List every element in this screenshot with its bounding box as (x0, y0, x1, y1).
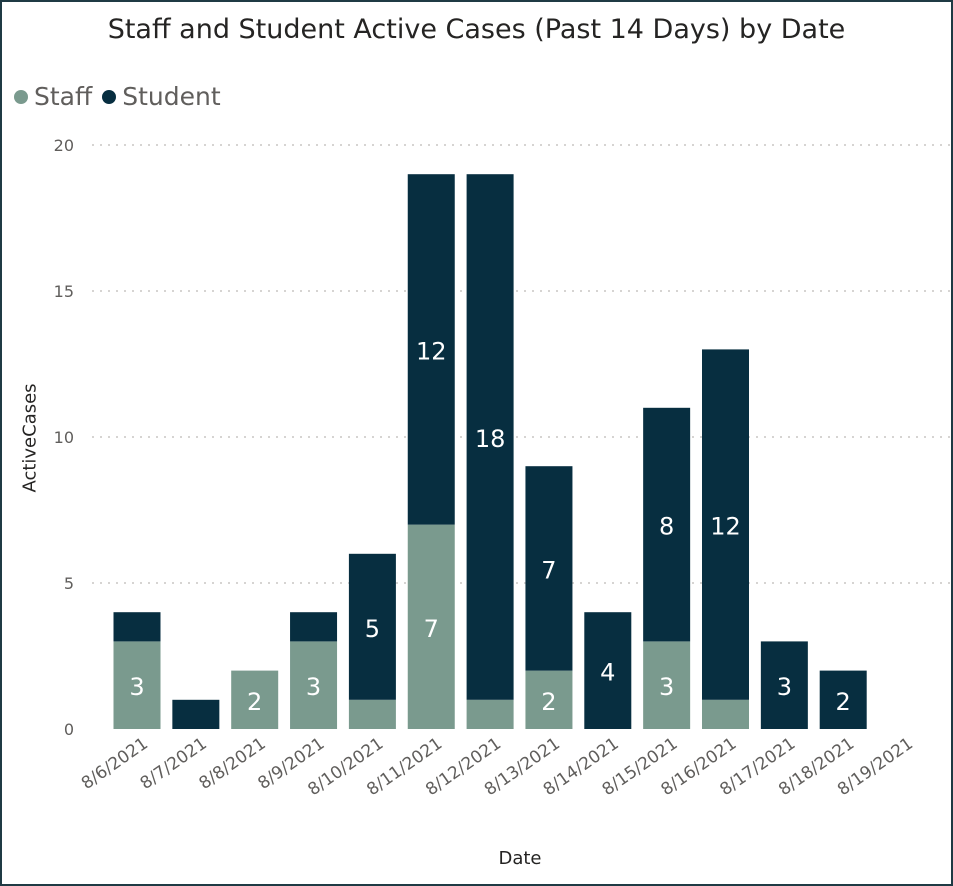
bar-student (819, 670, 867, 729)
legend-student-label: Student (122, 82, 221, 111)
legend-staff-label: Staff (34, 82, 93, 111)
y-tick-label: 0 (64, 720, 74, 739)
bar-staff (231, 670, 279, 729)
bar-student (172, 699, 220, 729)
data-label-staff: 2 (247, 688, 262, 716)
data-label-student: 4 (600, 659, 615, 687)
bar-student (290, 612, 338, 642)
chart-title: Staff and Student Active Cases (Past 14 … (107, 14, 846, 45)
bar-student (702, 349, 749, 700)
bar-staff (113, 641, 161, 729)
y-tick-label: 10 (54, 428, 74, 447)
bar-staff (348, 699, 396, 729)
bar-student (643, 407, 691, 642)
bar-staff (702, 699, 749, 729)
y-tick-label: 5 (64, 574, 74, 593)
data-label-staff: 2 (541, 688, 556, 716)
data-label-student: 3 (777, 673, 792, 701)
bar-staff (290, 641, 338, 729)
legend-staff-marker (14, 89, 28, 104)
data-label-student: 8 (659, 513, 674, 541)
bar-student (466, 174, 514, 700)
data-label-student: 5 (365, 615, 380, 643)
bar-student (760, 641, 808, 729)
data-label-staff: 3 (129, 673, 144, 701)
data-label-staff: 7 (424, 615, 439, 643)
data-label-student: 12 (710, 513, 741, 541)
legend-student-marker (102, 89, 117, 104)
data-label-student: 2 (836, 688, 851, 716)
legend-item-student[interactable]: Student (102, 82, 221, 111)
legend-item-staff[interactable]: Staff (14, 82, 92, 111)
bar-student (584, 612, 632, 729)
bar-student (113, 612, 161, 642)
bar-student (348, 553, 396, 700)
bar-student (407, 174, 455, 525)
data-label-staff: 3 (659, 673, 674, 701)
data-label-student: 18 (475, 425, 506, 453)
bar-staff (466, 699, 514, 729)
y-tick-label: 20 (54, 136, 74, 155)
data-label-student: 7 (541, 556, 556, 584)
bar-staff (643, 641, 691, 729)
y-tick-label: 15 (54, 282, 74, 301)
data-label-staff: 3 (306, 673, 321, 701)
bar-staff (525, 670, 573, 729)
data-label-student: 12 (416, 337, 447, 365)
bar-student (525, 466, 573, 671)
legend: Staff Student (14, 82, 231, 111)
x-axis-label: Date (498, 848, 542, 869)
bar-staff (407, 524, 455, 729)
